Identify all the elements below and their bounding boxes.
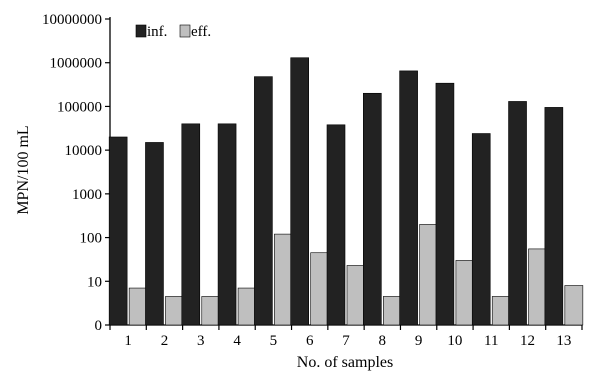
x-axis-title: No. of samples [297, 354, 393, 371]
bar-eff-12 [528, 248, 547, 326]
x-tick-label: 8 [379, 333, 387, 349]
bar-inf-8 [363, 92, 382, 326]
bar-eff-7 [346, 265, 366, 326]
bar-eff-6 [310, 252, 329, 326]
x-tick-label: 6 [306, 333, 314, 349]
bar-inf-6 [290, 57, 309, 326]
x-axis-ticks: 1 2 3 4 5 6 7 8 9 10 11 12 13 [109, 325, 583, 349]
y-tick-label: 10 [87, 274, 102, 290]
bar-inf-5 [254, 76, 273, 326]
bar-inf-10 [435, 82, 455, 326]
bar-inf-9 [399, 70, 418, 326]
plot-area [108, 17, 584, 326]
y-tick-label: 1000000 [50, 56, 103, 72]
y-tick-label: 10000000 [42, 12, 102, 28]
legend-swatch-inf [135, 24, 147, 38]
bar-inf-12 [508, 101, 527, 326]
x-tick-label: 10 [447, 333, 462, 349]
y-tick-label: 100000 [57, 99, 102, 115]
x-tick-label: 9 [415, 333, 423, 349]
x-tick-label: 7 [342, 333, 350, 349]
bar-inf-11 [471, 133, 491, 326]
y-axis-title: MPN/100 mL [15, 125, 32, 214]
bar-eff-8 [383, 296, 402, 326]
x-tick-label: 4 [233, 333, 241, 349]
x-tick-label: 5 [270, 333, 278, 349]
bar-inf-4 [217, 123, 237, 326]
legend-label-inf: inf. [147, 24, 167, 40]
bar-eff-2 [165, 296, 184, 326]
bar-eff-5 [274, 233, 293, 326]
legend-swatch-eff [179, 24, 191, 38]
bar-eff-4 [237, 287, 257, 326]
y-tick-label: 10000 [65, 143, 103, 159]
x-tick-label: 1 [124, 333, 132, 349]
y-tick-label: 100 [80, 231, 103, 247]
x-tick-label: 13 [556, 333, 571, 349]
x-tick-label: 3 [197, 333, 205, 349]
bar-inf-3 [181, 123, 201, 326]
bar-inf-1 [108, 136, 128, 326]
bar-eff-13 [564, 285, 584, 326]
legend-label-eff: eff. [191, 24, 211, 40]
y-tick-label: 0 [95, 318, 103, 334]
bar-eff-11 [491, 296, 511, 326]
bar-eff-10 [455, 260, 475, 326]
x-tick-label: 12 [520, 333, 535, 349]
bar-eff-3 [201, 296, 221, 326]
x-tick-label: 11 [484, 333, 498, 349]
x-tick-label: 2 [161, 333, 169, 349]
bar-eff-9 [419, 224, 438, 326]
legend: inf. eff. [135, 24, 211, 40]
bar-inf-13 [544, 107, 564, 326]
bar-inf-2 [145, 142, 164, 326]
y-tick-label: 1000 [72, 187, 102, 203]
bar-inf-7 [326, 124, 346, 326]
bar-eff-1 [128, 287, 148, 326]
